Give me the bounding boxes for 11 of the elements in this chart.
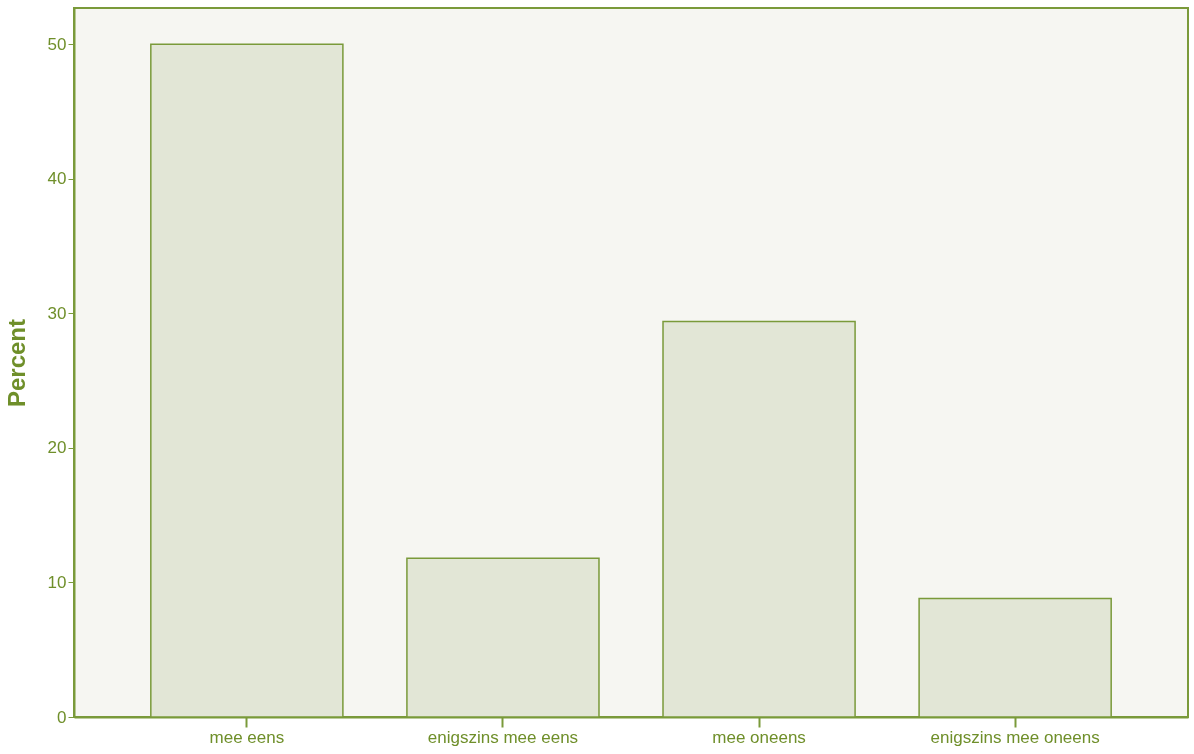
x-tick-label: enigszins mee oneens (930, 727, 1100, 747)
y-tick-label: 0 (57, 707, 67, 727)
y-axis-title: Percent (2, 318, 30, 408)
x-tick-label: mee oneens (712, 727, 806, 747)
y-tick-label: 30 (47, 303, 67, 323)
y-tick-label: 10 (47, 572, 67, 592)
x-tick-label: enigszins mee eens (427, 727, 579, 747)
y-tick-label: 40 (47, 169, 67, 189)
y-tick-label: 50 (47, 34, 67, 54)
y-tick-label: 20 (47, 438, 67, 458)
x-tick-label: mee eens (209, 727, 285, 747)
